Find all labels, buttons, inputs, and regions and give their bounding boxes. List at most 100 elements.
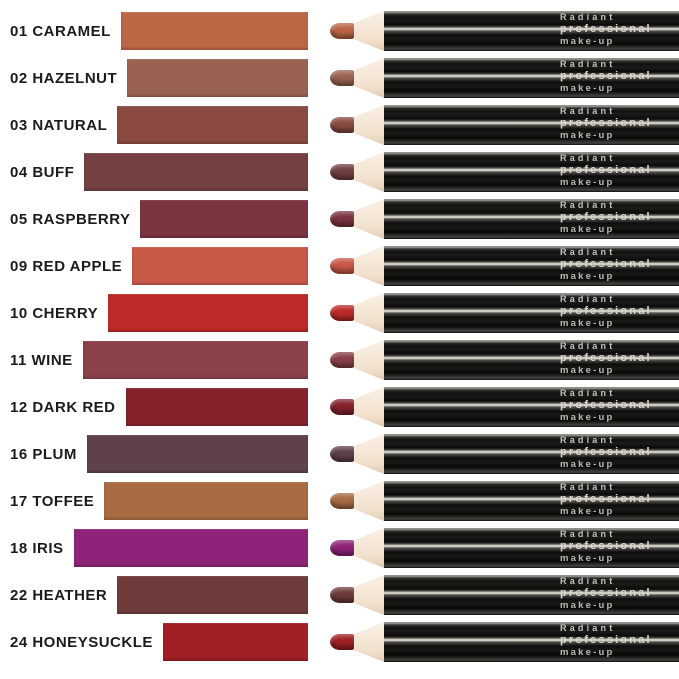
shade-color-swatch (86, 435, 308, 473)
shade-color-swatch (117, 576, 308, 614)
pencil-lead-tip (330, 258, 355, 274)
shade-row-left: 09 RED APPLE (0, 247, 308, 285)
shade-label: 03 NATURAL (10, 116, 108, 134)
shade-row: 09 RED APPLE Radiant professional make-u… (0, 246, 679, 286)
shade-row: 17 TOFFEE Radiant professional make-up (0, 481, 679, 521)
pencil-wood-cone (354, 58, 384, 98)
shade-label: 01 CARAMEL (10, 22, 111, 40)
brand-makeup: make-up (560, 365, 615, 376)
brand-professional: professional (560, 211, 652, 223)
pencil-wood-cone (354, 528, 384, 568)
shade-color-swatch (84, 153, 308, 191)
shade-row: 05 RASPBERRY Radiant professional make-u… (0, 199, 679, 239)
brand-name: Radiant (560, 576, 616, 586)
pencil-brand-text: Radiant professional make-up (560, 153, 652, 189)
brand-name: Radiant (560, 106, 616, 116)
pencil-brand-text: Radiant professional make-up (560, 59, 652, 95)
brand-name: Radiant (560, 59, 616, 69)
pencil-lead-tip (330, 587, 355, 603)
brand-professional: professional (560, 540, 652, 552)
brand-makeup: make-up (560, 318, 615, 329)
shade-color-swatch (117, 106, 308, 144)
shade-label: 11 WINE (10, 351, 73, 369)
pencil-body: Radiant professional make-up (384, 105, 679, 145)
pencil-wood-cone (354, 199, 384, 239)
pencil-body: Radiant professional make-up (384, 528, 679, 568)
shade-row-left: 12 DARK RED (0, 388, 308, 426)
pencil-lead-tip (330, 211, 355, 227)
brand-name: Radiant (560, 294, 616, 304)
shade-row: 04 BUFF Radiant professional make-up (0, 152, 679, 192)
brand-name: Radiant (560, 247, 616, 257)
brand-professional: professional (560, 70, 652, 82)
shade-row: 22 HEATHER Radiant professional make-up (0, 575, 679, 615)
brand-makeup: make-up (560, 271, 615, 282)
pencil-lead-tip (330, 305, 355, 321)
brand-professional: professional (560, 23, 652, 35)
brand-makeup: make-up (560, 36, 615, 47)
shade-color-swatch (140, 200, 308, 238)
shade-label: 09 RED APPLE (10, 257, 123, 275)
pencil-brand-text: Radiant professional make-up (560, 529, 652, 565)
pencil-image: Radiant professional make-up (330, 575, 679, 615)
shade-row-left: 22 HEATHER (0, 576, 308, 614)
pencil-lead-tip (330, 399, 355, 415)
shade-color-swatch (73, 529, 308, 567)
pencil-wood-cone (354, 340, 384, 380)
pencil-wood-cone (354, 434, 384, 474)
pencil-image: Radiant professional make-up (330, 481, 679, 521)
shade-row-left: 02 HAZELNUT (0, 59, 308, 97)
shade-row-left: 18 IRIS (0, 529, 308, 567)
brand-professional: professional (560, 399, 652, 411)
pencil-image: Radiant professional make-up (330, 434, 679, 474)
pencil-body: Radiant professional make-up (384, 387, 679, 427)
pencil-image: Radiant professional make-up (330, 293, 679, 333)
brand-makeup: make-up (560, 412, 615, 423)
pencil-lead-tip (330, 540, 355, 556)
pencil-wood-cone (354, 246, 384, 286)
pencil-brand-text: Radiant professional make-up (560, 576, 652, 612)
pencil-body: Radiant professional make-up (384, 152, 679, 192)
pencil-body: Radiant professional make-up (384, 199, 679, 239)
pencil-lead-tip (330, 493, 355, 509)
brand-name: Radiant (560, 529, 616, 539)
shade-label: 05 RASPBERRY (10, 210, 131, 228)
pencil-body: Radiant professional make-up (384, 11, 679, 51)
pencil-image: Radiant professional make-up (330, 387, 679, 427)
shade-label: 24 HONEYSUCKLE (10, 633, 153, 651)
brand-makeup: make-up (560, 506, 615, 517)
shade-row: 03 NATURAL Radiant professional make-up (0, 105, 679, 145)
pencil-image: Radiant professional make-up (330, 11, 679, 51)
brand-makeup: make-up (560, 553, 615, 564)
shade-row: 01 CARAMEL Radiant professional make-up (0, 11, 679, 51)
shade-row-left: 16 PLUM (0, 435, 308, 473)
brand-name: Radiant (560, 341, 616, 351)
pencil-image: Radiant professional make-up (330, 152, 679, 192)
pencil-lead-tip (330, 164, 355, 180)
brand-professional: professional (560, 164, 652, 176)
pencil-brand-text: Radiant professional make-up (560, 247, 652, 283)
shade-color-swatch (108, 294, 308, 332)
shade-row: 10 CHERRY Radiant professional make-up (0, 293, 679, 333)
brand-name: Radiant (560, 200, 616, 210)
brand-name: Radiant (560, 482, 616, 492)
shade-row: 24 HONEYSUCKLE Radiant professional make… (0, 622, 679, 662)
shade-color-swatch (120, 12, 308, 50)
pencil-lead-tip (330, 117, 355, 133)
brand-professional: professional (560, 258, 652, 270)
pencil-wood-cone (354, 575, 384, 615)
shade-row: 18 IRIS Radiant professional make-up (0, 528, 679, 568)
pencil-lead-tip (330, 446, 355, 462)
pencil-lead-tip (330, 23, 355, 39)
shade-label: 02 HAZELNUT (10, 69, 118, 87)
brand-name: Radiant (560, 153, 616, 163)
pencil-wood-cone (354, 481, 384, 521)
pencil-lead-tip (330, 70, 355, 86)
brand-name: Radiant (560, 623, 616, 633)
shade-label: 16 PLUM (10, 445, 77, 463)
pencil-brand-text: Radiant professional make-up (560, 435, 652, 471)
shade-row-left: 05 RASPBERRY (0, 200, 308, 238)
brand-name: Radiant (560, 12, 616, 22)
shade-label: 22 HEATHER (10, 586, 108, 604)
brand-professional: professional (560, 117, 652, 129)
